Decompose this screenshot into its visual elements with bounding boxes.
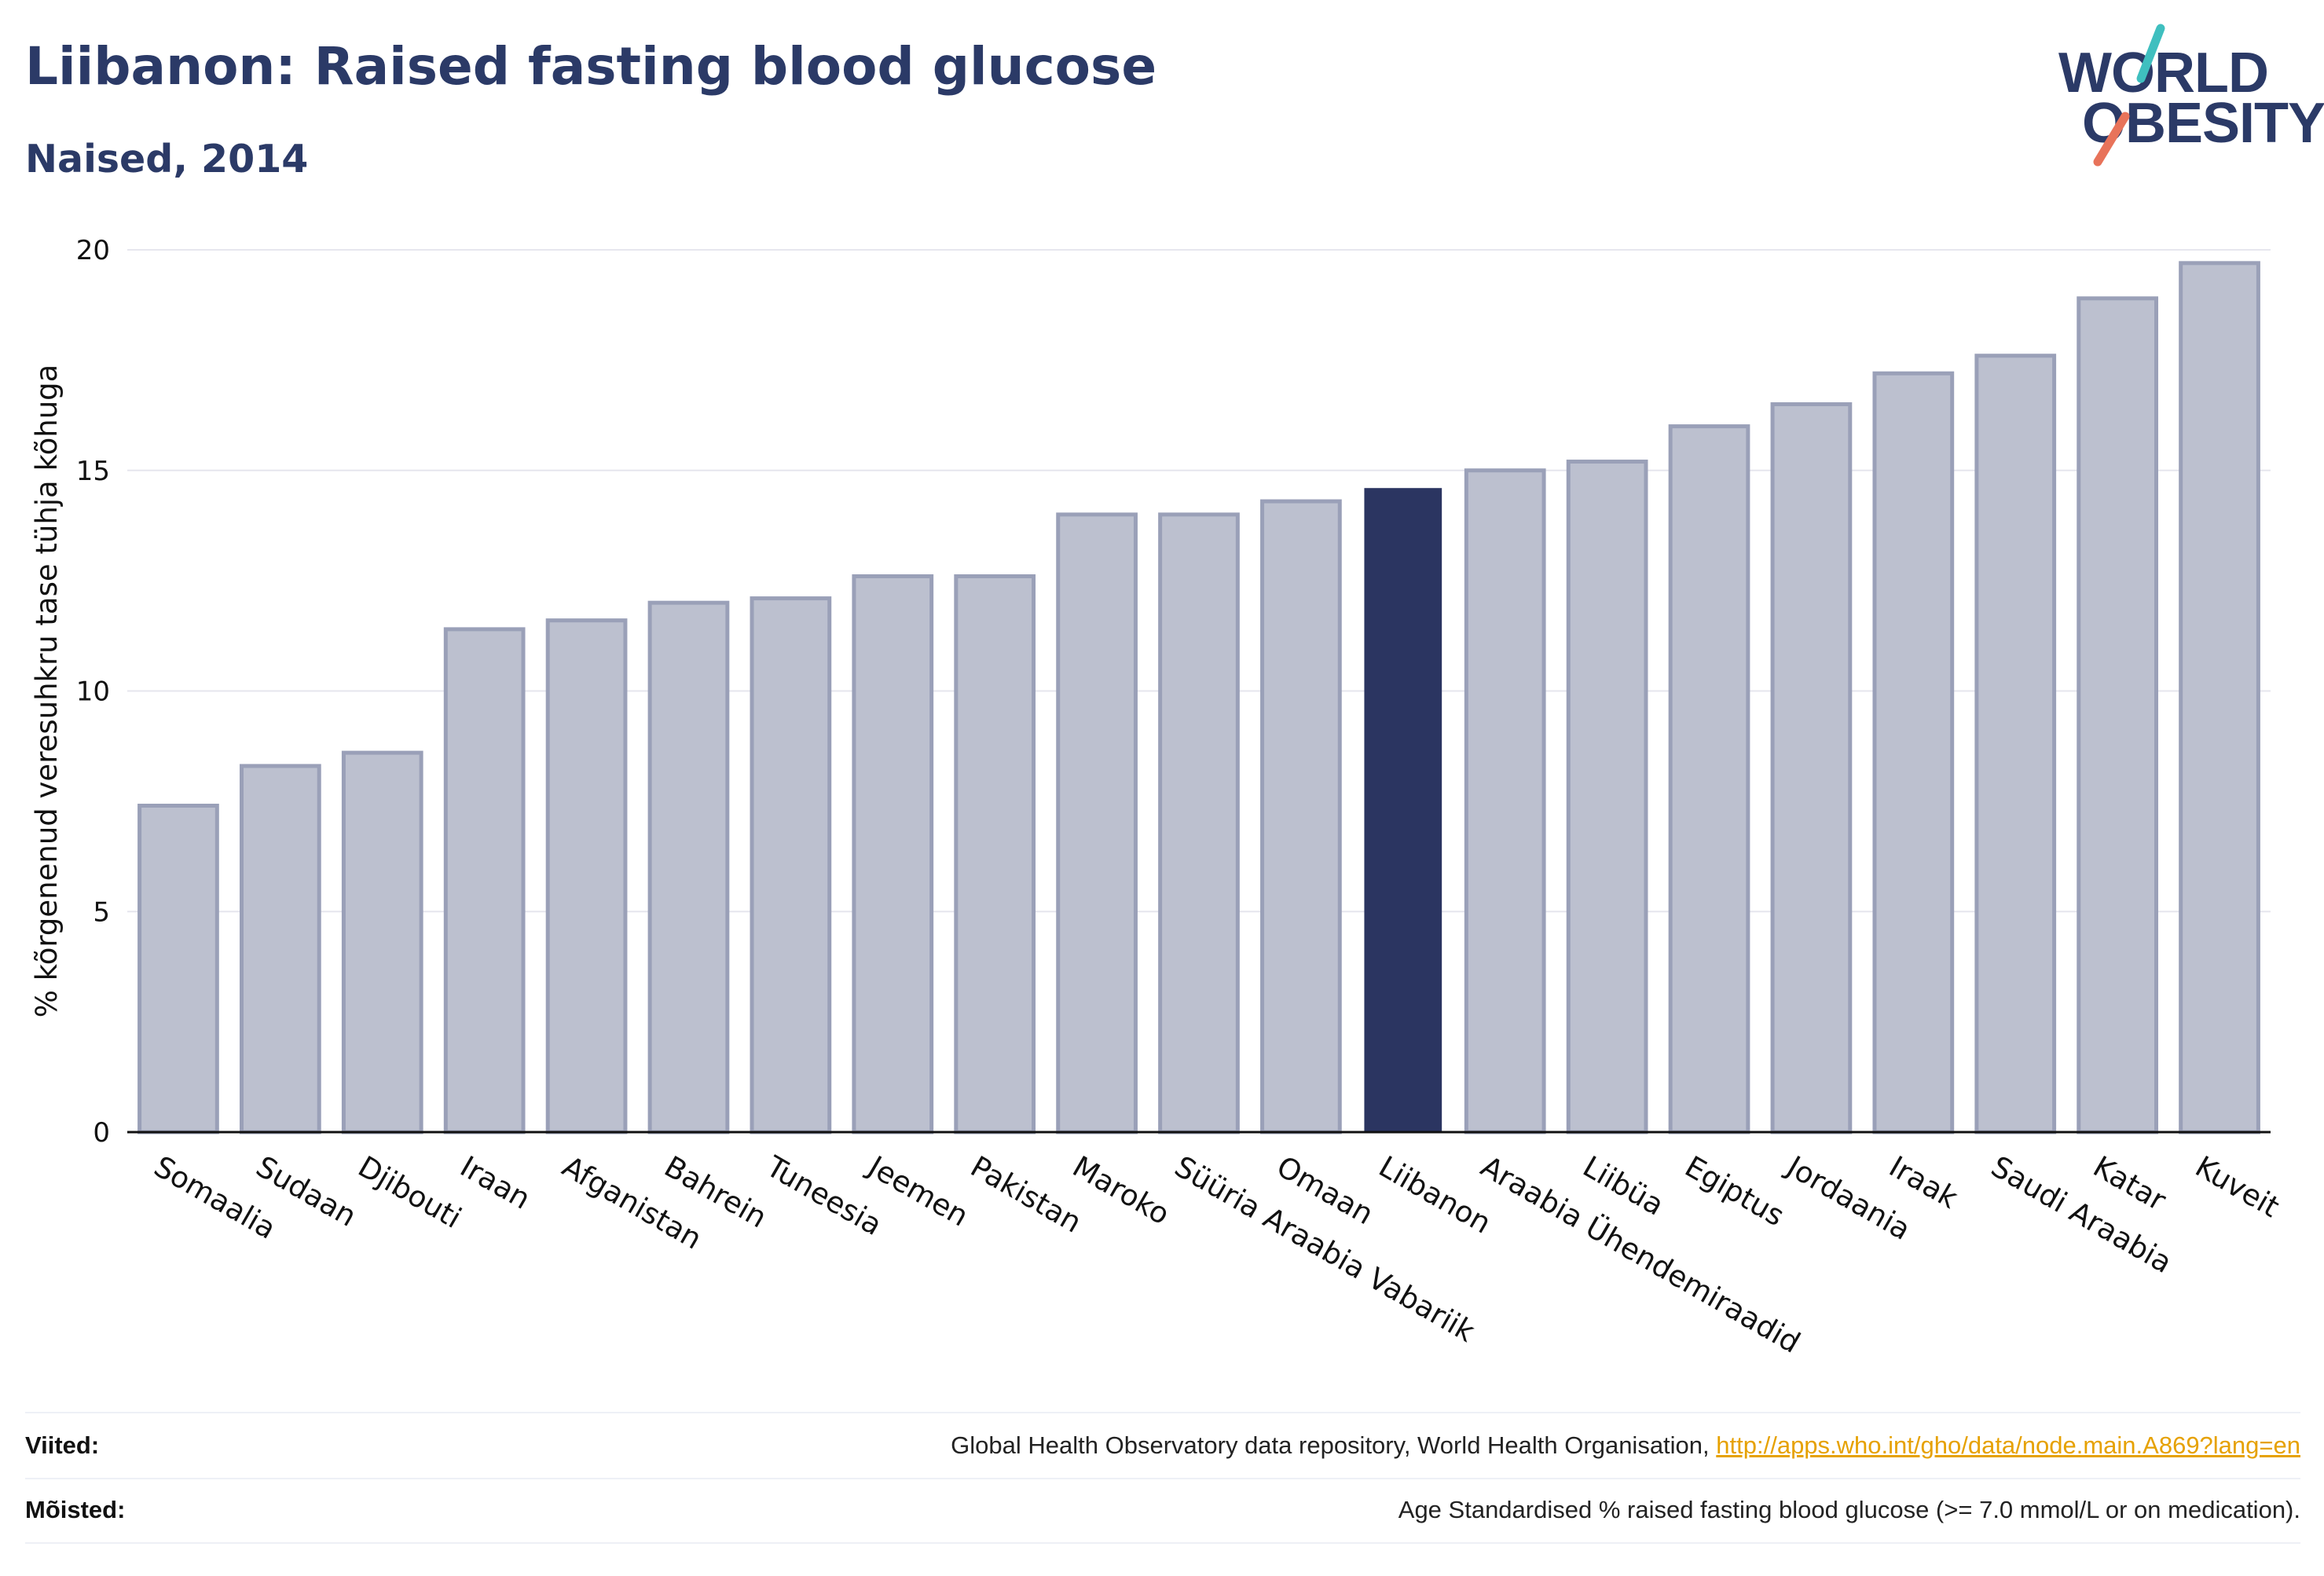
bar-maroko <box>1056 512 1138 1134</box>
definitions-label: Mõisted: <box>25 1496 126 1523</box>
x-tick-label: Liibanon <box>1373 1149 1497 1241</box>
bar-iraak <box>1872 371 1955 1134</box>
y-tick-label: 5 <box>93 896 110 928</box>
y-tick-label: 20 <box>76 235 110 266</box>
bar-saudi-araabia <box>1974 354 2057 1134</box>
x-tick-label: Pakistan <box>965 1149 1087 1240</box>
y-tick-label: 15 <box>76 456 110 487</box>
bar-araabia-ühendemiraadid <box>1464 468 1546 1134</box>
x-tick-label: Djibouti <box>353 1149 467 1235</box>
logo-text-world: WORLD <box>2058 42 2269 104</box>
bar-egiptus <box>1668 424 1750 1134</box>
bar-liibanon <box>1364 488 1442 1132</box>
x-tick-label: Maroko <box>1067 1149 1175 1231</box>
y-axis-title: % kõrgenenud veresuhkru tase tühja kõhug… <box>30 365 64 1018</box>
chart-subtitle: Naised, 2014 <box>25 137 309 181</box>
bar-liibüa <box>1566 460 1648 1134</box>
bar-sudaan <box>239 764 321 1134</box>
bar-jeemen <box>852 574 934 1134</box>
y-tick-label: 0 <box>93 1117 110 1149</box>
world-obesity-logo[interactable]: WORLD OBESITY <box>2051 22 2324 167</box>
bar-katar <box>2077 296 2159 1134</box>
bar-somaalia <box>137 803 219 1134</box>
chart-title: Liibanon: Raised fasting blood glucose <box>25 36 1157 97</box>
definitions-row: Mõisted: Age Standardised % raised fasti… <box>25 1478 2300 1544</box>
bar-afganistan <box>545 618 628 1134</box>
x-tick-label: Tuneesia <box>760 1149 887 1243</box>
logo-slash-icon <box>2093 24 2165 167</box>
bar-süüria-araabia-vabariik <box>1158 512 1240 1134</box>
bar-omaan <box>1260 499 1342 1134</box>
bar-kuveit <box>2179 261 2260 1134</box>
x-tick-label: Saudi Araabia <box>1985 1149 2177 1280</box>
bar-tuneesia <box>750 596 832 1134</box>
y-tick-label: 10 <box>76 676 110 708</box>
sources-row: Viited: Global Health Observatory data r… <box>25 1412 2300 1479</box>
bar-bahrein <box>647 600 730 1134</box>
bar-jordaania <box>1770 402 1853 1134</box>
bar-chart: 0 5 10 15 20 % kõrgenenud veresuhkru tase tüh… <box>30 235 2285 1360</box>
bar-djibouti <box>341 750 423 1134</box>
sources-content: Global Health Observatory data repositor… <box>951 1431 2300 1460</box>
x-tick-label: Egiptus <box>1679 1149 1790 1233</box>
bar-iraan <box>443 627 526 1134</box>
sources-link[interactable]: http://apps.who.int/gho/data/node.main.A… <box>1716 1431 2300 1459</box>
sources-text: Global Health Observatory data repositor… <box>951 1431 1710 1459</box>
bar-pakistan <box>954 574 1036 1134</box>
x-tick-label: Kuveit <box>2190 1149 2285 1224</box>
sources-label: Viited: <box>25 1431 100 1459</box>
definitions-text: Age Standardised % raised fasting blood … <box>1398 1496 2300 1523</box>
